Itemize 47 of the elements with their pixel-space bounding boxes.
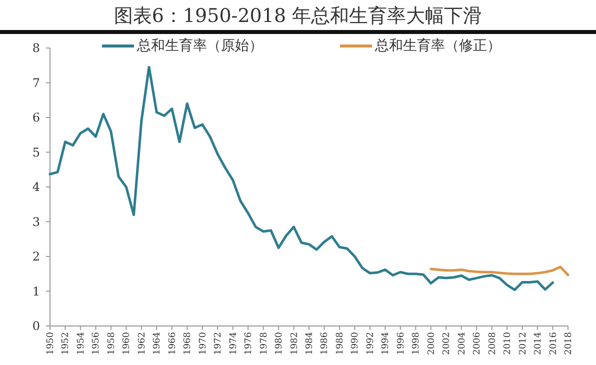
legend-label: 总和生育率（原始） bbox=[136, 37, 263, 54]
x-tick-label: 1978 bbox=[259, 332, 270, 355]
x-tick-label: 1972 bbox=[214, 332, 224, 355]
y-tick-label: 2 bbox=[32, 250, 40, 264]
x-tick-label: 1990 bbox=[350, 332, 361, 355]
y-tick-label: 4 bbox=[32, 180, 40, 194]
y-tick-label: 8 bbox=[32, 41, 40, 55]
x-tick-label: 1950 bbox=[46, 332, 56, 355]
x-tick-label: 1956 bbox=[92, 332, 102, 355]
x-tick-label: 2016 bbox=[548, 332, 559, 355]
x-tick-label: 2008 bbox=[488, 332, 498, 355]
x-tick-label: 1954 bbox=[76, 332, 86, 355]
x-tick-label: 2002 bbox=[442, 332, 452, 355]
y-tick-label: 1 bbox=[32, 284, 40, 298]
x-tick-label: 1976 bbox=[244, 332, 254, 355]
x-tick-label: 1964 bbox=[152, 332, 163, 355]
x-tick-label: 1998 bbox=[412, 332, 422, 355]
x-tick-label: 1992 bbox=[366, 332, 376, 355]
x-tick-label: 1966 bbox=[168, 332, 178, 355]
x-tick-label: 2000 bbox=[426, 332, 437, 355]
x-tick-label: 1958 bbox=[106, 332, 117, 355]
x-tick-label: 1994 bbox=[381, 332, 392, 355]
x-tick-label: 1960 bbox=[122, 332, 132, 355]
x-tick-label: 2014 bbox=[534, 332, 544, 355]
x-tick-label: 1968 bbox=[183, 332, 194, 355]
x-tick-label: 1970 bbox=[198, 332, 208, 355]
y-tick-label: 7 bbox=[32, 76, 40, 90]
x-tick-label: 1982 bbox=[290, 332, 300, 355]
x-tick-label: 1986 bbox=[320, 332, 330, 355]
x-tick-label: 2006 bbox=[472, 332, 483, 355]
x-tick-label: 1962 bbox=[137, 332, 148, 355]
x-tick-label: 2012 bbox=[518, 332, 528, 355]
x-tick-label: 1988 bbox=[335, 332, 346, 355]
x-tick-label: 1952 bbox=[61, 332, 72, 355]
x-tick-label: 1980 bbox=[274, 332, 285, 355]
y-tick-label: 3 bbox=[32, 214, 40, 229]
y-tick-label: 5 bbox=[32, 145, 40, 160]
y-tick-label: 6 bbox=[32, 110, 40, 124]
x-tick-label: 2010 bbox=[503, 332, 514, 355]
x-tick-label: 2018 bbox=[564, 332, 574, 355]
x-tick-label: 2004 bbox=[457, 332, 468, 355]
x-tick-label: 1984 bbox=[305, 332, 315, 355]
y-tick-label: 0 bbox=[32, 319, 40, 333]
legend-label: 总和生育率（修正） bbox=[374, 37, 501, 54]
x-tick-label: 1974 bbox=[228, 332, 239, 355]
chart-title: 图表6：1950-2018 年总和生育率大幅下滑 bbox=[114, 5, 482, 27]
x-tick-label: 1996 bbox=[396, 332, 406, 355]
